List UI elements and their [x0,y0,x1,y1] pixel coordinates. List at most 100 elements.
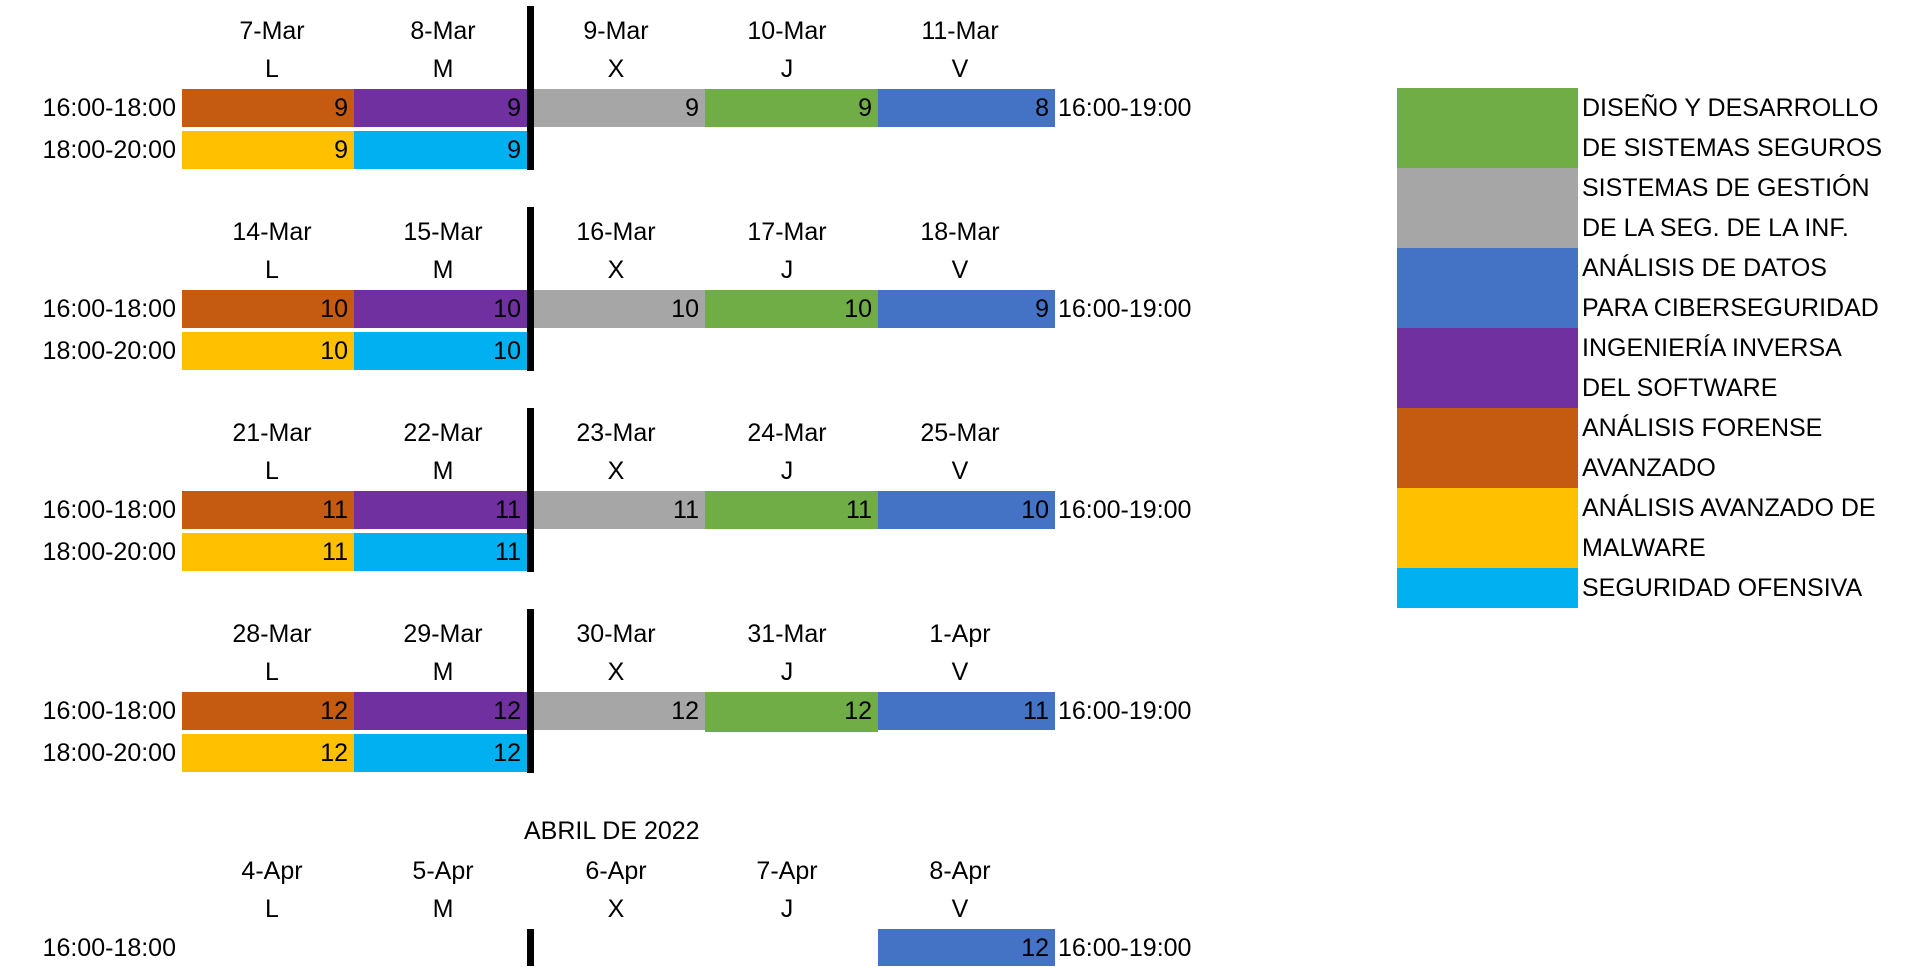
day-header: M [432,658,454,686]
session-cell-ingenieria: 11 [354,491,527,529]
day-header: J [780,55,794,83]
session-cell-forense: 9 [182,89,354,127]
day-header: X [607,55,625,83]
day-header: L [265,256,279,284]
day-header: L [265,658,279,686]
legend-swatch-ingenieria [1397,328,1578,408]
date-header: 21-Mar [232,419,312,447]
day-header: L [265,457,279,485]
time-slot-label-friday: 16:00-19:00 [1058,295,1192,323]
day-header: J [780,658,794,686]
legend-swatch-ofensiva [1397,568,1578,608]
date-header: 7-Mar [239,17,305,45]
date-header: 17-Mar [747,218,827,246]
day-header: M [432,457,454,485]
date-header: 29-Mar [403,620,483,648]
time-slot-label: 18:00-20:00 [42,136,176,164]
week-divider [527,207,534,371]
session-cell-diseno: 12 [705,692,878,732]
date-header: 18-Mar [920,218,1000,246]
day-header: J [780,256,794,284]
legend-label: AVANZADO [1582,454,1716,482]
date-header: 8-Apr [929,857,991,885]
session-cell-datos: 9 [878,290,1055,328]
session-cell-malware: 10 [182,332,354,370]
time-slot-label-friday: 16:00-19:00 [1058,697,1192,725]
legend-swatch-malware [1397,488,1578,568]
time-slot-label: 18:00-20:00 [42,538,176,566]
session-cell-datos: 11 [878,692,1055,730]
session-cell-datos: 8 [878,89,1055,127]
legend-label: ANÁLISIS DE DATOS [1582,254,1827,282]
date-header: 28-Mar [232,620,312,648]
date-header: 22-Mar [403,419,483,447]
session-cell-datos: 10 [878,491,1055,529]
time-slot-label: 18:00-20:00 [42,739,176,767]
session-cell-ofensiva: 9 [354,131,527,169]
date-header: 9-Mar [583,17,649,45]
session-cell-forense: 10 [182,290,354,328]
day-header: V [951,658,969,686]
day-header: V [951,457,969,485]
legend-swatch-gestion [1397,168,1578,248]
legend-label: ANÁLISIS AVANZADO DE [1582,494,1876,522]
week-divider [527,408,534,572]
time-slot-label-friday: 16:00-19:00 [1058,934,1192,962]
week-divider [527,6,534,170]
legend-label: DE SISTEMAS SEGUROS [1582,134,1883,162]
date-header: 8-Mar [410,17,476,45]
date-header: 25-Mar [920,419,1000,447]
date-header: 5-Apr [412,857,474,885]
session-cell-diseno: 10 [705,290,878,328]
time-slot-label: 16:00-18:00 [42,934,176,962]
session-cell-ofensiva: 11 [354,533,527,571]
day-header: X [607,658,625,686]
session-cell-gestion: 12 [527,692,705,730]
legend-label: ANÁLISIS FORENSE [1582,414,1823,442]
time-slot-label: 16:00-18:00 [42,94,176,122]
day-header: L [265,895,279,923]
session-cell-gestion: 11 [527,491,705,529]
time-slot-label-friday: 16:00-19:00 [1058,496,1192,524]
week-divider [527,929,534,966]
day-header: J [780,895,794,923]
legend-label: SEGURIDAD OFENSIVA [1582,574,1863,602]
day-header: X [607,256,625,284]
session-cell-ingenieria: 12 [354,692,527,730]
date-header: 7-Apr [756,857,818,885]
date-header: 15-Mar [403,218,483,246]
day-header: X [607,895,625,923]
legend-label: DE LA SEG. DE LA INF. [1582,214,1849,242]
session-cell-gestion: 9 [527,89,705,127]
date-header: 31-Mar [747,620,827,648]
session-cell-malware: 11 [182,533,354,571]
legend-label: SISTEMAS DE GESTIÓN [1582,174,1870,202]
session-cell-ingenieria: 9 [354,89,527,127]
day-header: V [951,895,969,923]
month-title: ABRIL DE 2022 [524,817,700,845]
session-cell-malware: 9 [182,131,354,169]
day-header: M [432,55,454,83]
legend-label: DEL SOFTWARE [1582,374,1778,402]
date-header: 4-Apr [241,857,303,885]
session-cell-forense: 12 [182,692,354,730]
time-slot-label: 16:00-18:00 [42,295,176,323]
legend-swatch-forense [1397,408,1578,488]
day-header: J [780,457,794,485]
time-slot-label: 16:00-18:00 [42,697,176,725]
session-cell-diseno: 11 [705,491,878,529]
date-header: 14-Mar [232,218,312,246]
time-slot-label: 18:00-20:00 [42,337,176,365]
session-cell-malware: 12 [182,734,354,772]
legend-label: MALWARE [1582,534,1706,562]
legend-label: DISEÑO Y DESARROLLO [1582,94,1879,122]
session-cell-diseno: 9 [705,89,878,127]
legend-label: INGENIERÍA INVERSA [1582,334,1842,362]
date-header: 16-Mar [576,218,656,246]
date-header: 11-Mar [921,17,999,45]
date-header: 30-Mar [576,620,656,648]
session-cell-forense: 11 [182,491,354,529]
time-slot-label: 16:00-18:00 [42,496,176,524]
date-header: 6-Apr [585,857,647,885]
day-header: L [265,55,279,83]
